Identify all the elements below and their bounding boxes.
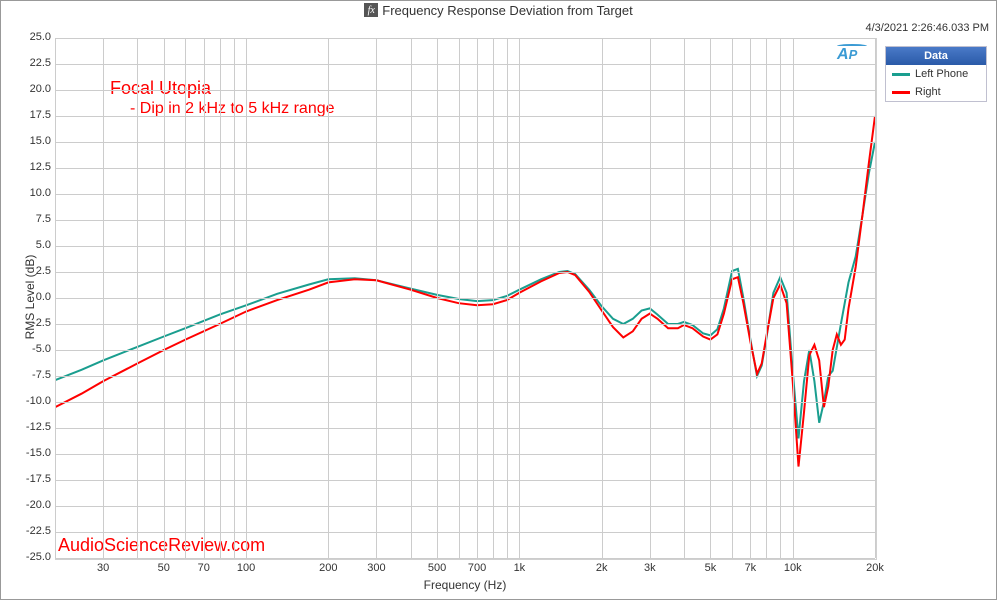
- x-tick-label: 30: [85, 562, 121, 574]
- gridline-h: [55, 64, 875, 65]
- y-tick-label: -2.5: [11, 317, 51, 329]
- gridline-h: [55, 194, 875, 195]
- gridline-h: [55, 38, 875, 39]
- gridline-h: [55, 402, 875, 403]
- x-tick-label: 50: [146, 562, 182, 574]
- legend-item[interactable]: Right: [886, 83, 986, 101]
- gridline-v: [684, 38, 685, 558]
- gridline-v: [793, 38, 794, 558]
- legend-label: Left Phone: [915, 68, 968, 80]
- gridline-v: [103, 38, 104, 558]
- y-tick-label: -20.0: [11, 499, 51, 511]
- x-tick-label: 1k: [501, 562, 537, 574]
- y-tick-label: -25.0: [11, 551, 51, 563]
- gridline-v: [459, 38, 460, 558]
- y-tick-label: 2.5: [11, 265, 51, 277]
- x-tick-label: 5k: [692, 562, 728, 574]
- y-tick-label: 25.0: [11, 31, 51, 43]
- gridline-v: [137, 38, 138, 558]
- gridline-h: [55, 298, 875, 299]
- gridline-v: [780, 38, 781, 558]
- legend-header: Data: [886, 47, 986, 65]
- gridline-v: [328, 38, 329, 558]
- series-left-phone: [55, 142, 875, 438]
- gridline-v: [220, 38, 221, 558]
- gridline-v: [411, 38, 412, 558]
- gridline-v: [710, 38, 711, 558]
- gridline-h: [55, 142, 875, 143]
- x-tick-label: 20k: [857, 562, 893, 574]
- gridline-h: [55, 350, 875, 351]
- y-tick-label: 0.0: [11, 291, 51, 303]
- gridline-h: [55, 454, 875, 455]
- x-tick-label: 2k: [584, 562, 620, 574]
- y-tick-label: 12.5: [11, 161, 51, 173]
- gridline-h: [55, 428, 875, 429]
- legend-item[interactable]: Left Phone: [886, 65, 986, 83]
- legend-box: Data Left Phone Right: [885, 46, 987, 102]
- gridline-v: [55, 38, 56, 558]
- x-tick-label: 200: [310, 562, 346, 574]
- gridline-v: [519, 38, 520, 558]
- gridline-v: [602, 38, 603, 558]
- gridline-h: [55, 376, 875, 377]
- x-tick-label: 10k: [775, 562, 811, 574]
- y-tick-label: -5.0: [11, 343, 51, 355]
- y-tick-label: 20.0: [11, 83, 51, 95]
- y-tick-label: -22.5: [11, 525, 51, 537]
- legend-swatch: [892, 73, 910, 76]
- gridline-h: [55, 220, 875, 221]
- gridline-v: [650, 38, 651, 558]
- gridline-v: [477, 38, 478, 558]
- gridline-v: [234, 38, 235, 558]
- annotation-title: Focal Utopia: [110, 78, 211, 99]
- y-tick-label: 5.0: [11, 239, 51, 251]
- y-tick-label: -17.5: [11, 473, 51, 485]
- gridline-v: [246, 38, 247, 558]
- gridline-v: [437, 38, 438, 558]
- gridline-v: [507, 38, 508, 558]
- y-tick-label: 17.5: [11, 109, 51, 121]
- x-tick-label: 500: [419, 562, 455, 574]
- gridline-h: [55, 168, 875, 169]
- gridline-v: [185, 38, 186, 558]
- gridline-v: [732, 38, 733, 558]
- gridline-h: [55, 272, 875, 273]
- gridline-h: [55, 116, 875, 117]
- gridline-v: [875, 38, 876, 558]
- x-axis-title: Frequency (Hz): [365, 578, 565, 592]
- legend-label: Right: [915, 86, 941, 98]
- ap-logo-icon: AP: [837, 46, 857, 64]
- gridline-h: [55, 480, 875, 481]
- x-tick-label: 70: [186, 562, 222, 574]
- y-tick-label: -15.0: [11, 447, 51, 459]
- gridline-v: [164, 38, 165, 558]
- gridline-h: [55, 558, 875, 559]
- gridline-h: [55, 506, 875, 507]
- y-tick-label: -10.0: [11, 395, 51, 407]
- legend-swatch: [892, 91, 910, 94]
- x-tick-label: 7k: [732, 562, 768, 574]
- y-tick-label: 15.0: [11, 135, 51, 147]
- x-tick-label: 100: [228, 562, 264, 574]
- y-tick-label: -7.5: [11, 369, 51, 381]
- y-tick-label: 22.5: [11, 57, 51, 69]
- x-tick-label: 3k: [632, 562, 668, 574]
- gridline-v: [493, 38, 494, 558]
- gridline-h: [55, 532, 875, 533]
- gridline-h: [55, 246, 875, 247]
- gridline-h: [55, 90, 875, 91]
- gridline-v: [376, 38, 377, 558]
- gridline-v: [204, 38, 205, 558]
- gridline-h: [55, 324, 875, 325]
- gridline-v: [750, 38, 751, 558]
- y-tick-label: -12.5: [11, 421, 51, 433]
- y-tick-label: 7.5: [11, 213, 51, 225]
- gridline-v: [766, 38, 767, 558]
- x-tick-label: 300: [358, 562, 394, 574]
- y-tick-label: 10.0: [11, 187, 51, 199]
- x-tick-label: 700: [459, 562, 495, 574]
